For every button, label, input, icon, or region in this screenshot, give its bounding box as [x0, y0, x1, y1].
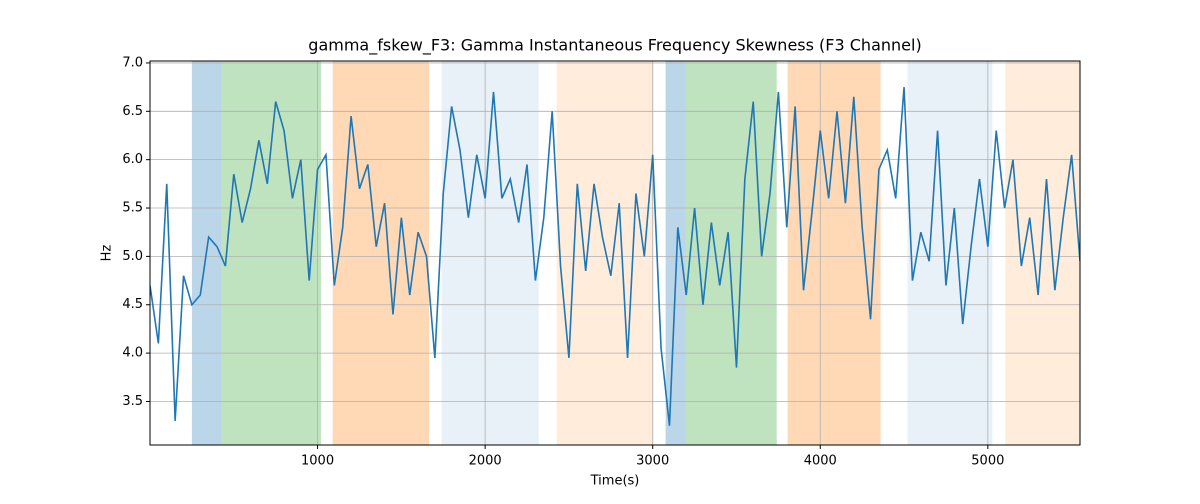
shaded-span: [1005, 61, 1080, 445]
plot-frame: [149, 60, 1081, 446]
y-tick-label: 4.0: [122, 346, 143, 361]
y-tick-label: 5.0: [122, 249, 143, 264]
shaded-span: [665, 61, 686, 445]
x-tick-label: 3000: [636, 454, 669, 469]
x-tick-label: 2000: [469, 454, 502, 469]
y-tick-label: 6.5: [122, 104, 143, 119]
chart-title: gamma_fskew_F3: Gamma Instantaneous Freq…: [308, 36, 921, 56]
y-tick-label: 7.0: [122, 55, 143, 70]
shaded-span: [221, 61, 321, 445]
shaded-span: [332, 61, 429, 445]
shaded-span: [441, 61, 539, 445]
data-line: [150, 87, 1080, 426]
y-tick-label: 5.5: [122, 201, 143, 216]
x-tick-label: 1000: [301, 454, 334, 469]
x-tick-label: 5000: [971, 454, 1004, 469]
x-axis-label: Time(s): [590, 474, 640, 489]
y-axis-label: Hz: [100, 245, 115, 262]
y-tick-label: 3.5: [122, 394, 143, 409]
y-tick-label: 4.5: [122, 297, 143, 312]
x-tick-label: 4000: [804, 454, 837, 469]
y-tick-label: 6.0: [122, 152, 143, 167]
